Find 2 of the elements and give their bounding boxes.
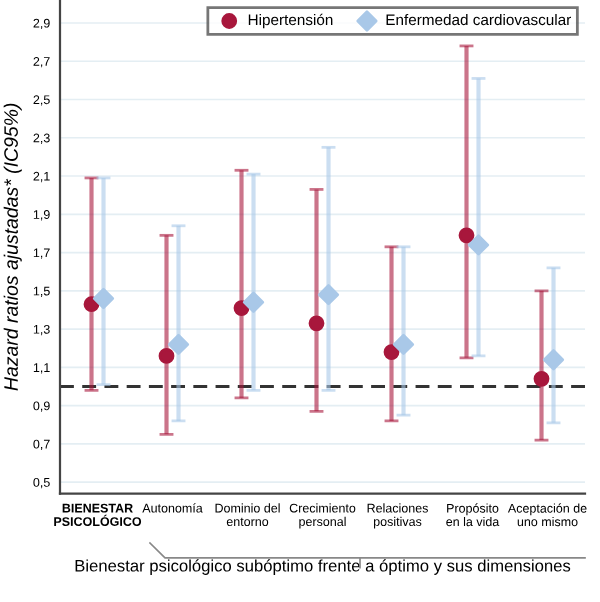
x-axis-title: Bienestar psicológico subóptimo frente a óptimo y sus dimensiones xyxy=(75,559,571,575)
y-axis-title: Hazard ratios ajustadas* (IC95%) xyxy=(3,103,22,391)
